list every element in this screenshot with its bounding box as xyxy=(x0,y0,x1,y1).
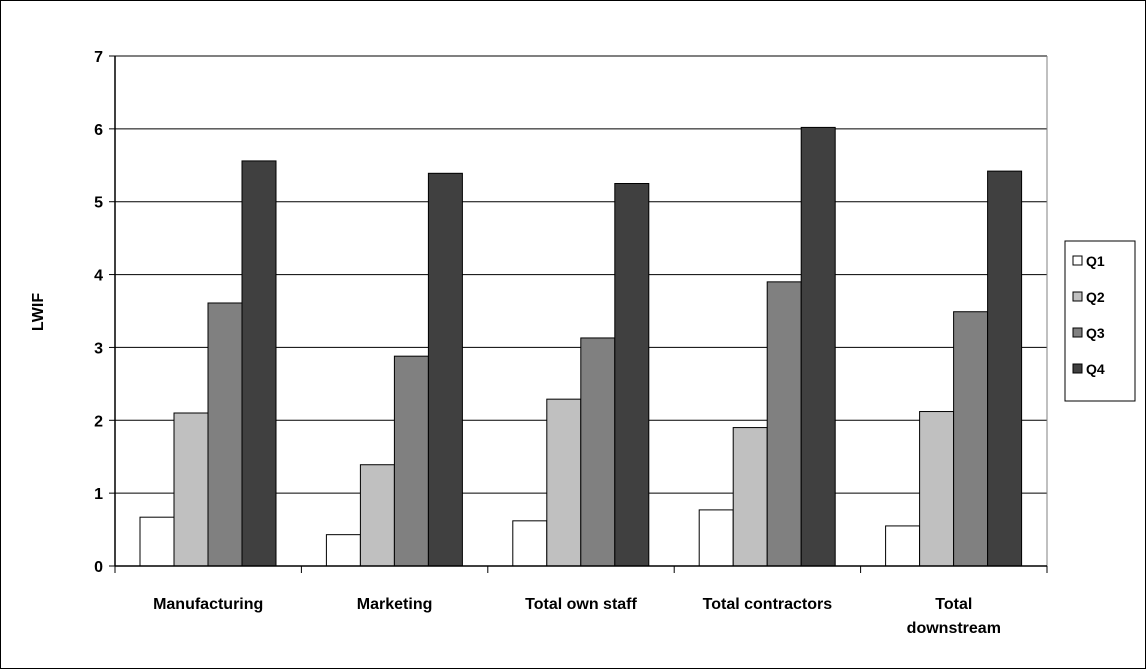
bar-q2-2 xyxy=(546,398,582,567)
y-tick-label: 7 xyxy=(94,49,103,66)
y-tick-label: 0 xyxy=(94,559,103,576)
y-tick-label: 6 xyxy=(94,122,103,139)
bar-q1-4 xyxy=(885,525,921,567)
y-axis-title: LWIF xyxy=(30,293,47,331)
x-category-label: Total contractors xyxy=(703,596,833,613)
x-category-label: Marketing xyxy=(357,596,433,613)
y-tick-label: 2 xyxy=(94,413,103,430)
legend-swatch-q1 xyxy=(1072,255,1083,266)
legend-label-q3: Q3 xyxy=(1086,325,1105,341)
legend-label-q2: Q2 xyxy=(1086,289,1105,305)
y-tick-label: 3 xyxy=(94,340,103,357)
bar-q2-3 xyxy=(732,427,768,567)
bar-q3-3 xyxy=(766,281,802,567)
bar-q4-0 xyxy=(241,160,277,567)
bar-q1-2 xyxy=(512,520,548,567)
bars xyxy=(139,126,1023,567)
legend-label-q4: Q4 xyxy=(1086,361,1105,377)
bar-q4-2 xyxy=(614,183,650,567)
bar-q2-1 xyxy=(359,464,395,567)
bar-q3-4 xyxy=(953,311,989,567)
legend-swatch-q4 xyxy=(1072,363,1083,374)
bar-q1-3 xyxy=(698,509,734,567)
legend-swatch-q3 xyxy=(1072,327,1083,338)
legend-box xyxy=(1064,240,1136,402)
bar-q4-4 xyxy=(987,170,1023,567)
bar-q1-1 xyxy=(325,534,361,567)
bar-q2-4 xyxy=(919,411,955,567)
bar-q2-0 xyxy=(173,412,209,567)
bar-q1-0 xyxy=(139,516,175,567)
legend-swatch-q2 xyxy=(1072,291,1083,302)
bar-q4-3 xyxy=(800,126,836,567)
legend: Q1 Q2 Q3 Q4 xyxy=(1064,240,1136,402)
bar-q3-0 xyxy=(207,302,243,567)
x-category-label: Total downstream xyxy=(907,596,1001,637)
axis-labels: 0 1 2 3 4 5 6 7 Manufacturing Marketing Total own … xyxy=(94,49,1001,637)
axes xyxy=(109,55,1048,573)
bar-q3-1 xyxy=(393,355,429,567)
y-tick-label: 4 xyxy=(94,268,103,285)
bar-q3-2 xyxy=(580,337,616,567)
bar-q4-1 xyxy=(427,172,463,567)
x-category-label: Manufacturing xyxy=(153,596,263,613)
legend-label-q1: Q1 xyxy=(1086,253,1105,269)
y-tick-label: 1 xyxy=(94,486,103,503)
y-tick-label: 5 xyxy=(94,195,103,212)
x-category-label: Total own staff xyxy=(525,596,637,613)
